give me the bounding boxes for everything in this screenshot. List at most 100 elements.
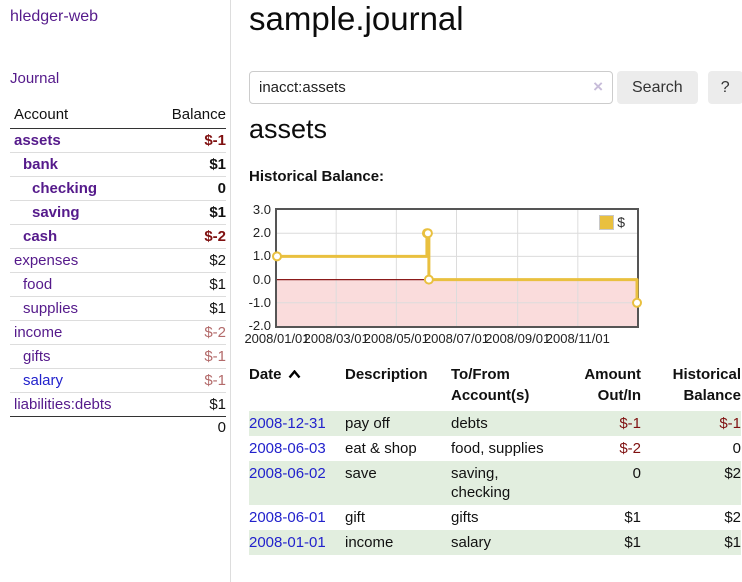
x-axis-tick-label: 2008/05/01 [363,331,429,346]
account-link[interactable]: checking [32,180,98,197]
transaction-amount: $-1 [619,415,641,432]
transaction-balance: $1 [724,534,741,551]
y-axis-tick-label: 1.0 [252,248,271,264]
account-balance: $-1 [151,368,226,393]
data-point-marker [422,228,433,239]
account-link[interactable]: cash [23,228,58,245]
register-col-date[interactable]: Date [249,364,345,411]
y-axis-tick-label: -1.0 [248,294,271,310]
y-axis-tick-label: -2.0 [248,318,271,333]
account-balance: 0 [151,176,226,201]
legend-label: $ [617,214,625,230]
accounts-header-balance: Balance [151,103,226,129]
x-axis-tick-label: 2008/07/01 [423,331,490,346]
account-balance: $1 [151,296,226,321]
accounts-total-row: 0 [10,416,226,438]
transaction-tofrom: food, supplies [451,440,544,457]
search-input[interactable] [249,71,613,104]
brand-link[interactable]: hledger-web [10,8,99,25]
page-title: sample.journal [249,0,464,37]
y-axis-tick-label: 3.0 [252,202,271,217]
sort-asc-icon [288,369,300,379]
account-row: salary $-1 [10,368,226,393]
register-table: Date Description To/From Account(s) Amount Ou… [249,364,741,555]
register-col-amount: Amount Out/In [584,366,641,404]
y-axis-tick-label: 0.0 [252,271,271,287]
transaction-balance: $2 [724,509,741,526]
account-balance: $1 [151,200,226,225]
data-point-marker [272,251,282,262]
transaction-amount: $1 [624,509,641,526]
clear-search-icon[interactable]: × [593,77,603,96]
account-link[interactable]: expenses [14,252,79,269]
account-balance: $2 [151,248,226,273]
account-balance: $-1 [151,128,226,153]
chart-canvas [272,210,642,326]
account-row: expenses $2 [10,248,226,273]
account-balance: $-1 [151,344,226,369]
transaction-description: gift [345,509,366,526]
accounts-table: Account Balance assets $-1 bank $1 checking 0… [10,103,226,438]
transaction-date-link[interactable]: 2008-01-01 [249,534,326,551]
account-link[interactable]: bank [23,156,59,173]
account-row: cash $-2 [10,224,226,249]
transaction-amount: $1 [624,534,641,551]
account-link[interactable]: food [23,276,53,293]
x-axis-tick-label: 2008/01/01 [244,331,310,346]
transaction-row: 2008-01-01 income salary $1 $1 [249,530,741,555]
account-link[interactable]: gifts [23,348,51,365]
register-table-body: 2008-12-31 pay off debts $-1 $-1 2008-06-03 ea… [249,411,741,555]
account-link[interactable]: supplies [23,300,79,317]
balance-chart: $ 3.0 2.0 1.0 0.0 -1.0 -2.0 2008/01/01 2008/03/… [241,200,741,358]
x-axis-tick-label: 2008/09/01 [485,331,551,346]
transaction-row: 2008-12-31 pay off debts $-1 $-1 [249,411,741,436]
transaction-tofrom: debts [451,415,488,432]
legend-swatch-icon [599,214,615,230]
transaction-date-link[interactable]: 2008-12-31 [249,415,326,432]
accounts-total-value: 0 [151,416,226,438]
account-row: gifts $-1 [10,344,226,369]
account-link[interactable]: income [14,324,63,341]
account-link[interactable]: salary [23,372,64,389]
nav-journal-link[interactable]: Journal [10,70,60,87]
account-row: income $-2 [10,320,226,345]
register-col-tofrom: To/From Account(s) [451,366,530,404]
account-balance: $-2 [151,224,226,249]
register-col-description: Description [345,366,428,383]
x-axis-tick-label: 2008/03/01 [303,331,369,346]
account-balance: $1 [151,152,226,177]
accounts-header-account: Account [10,103,151,129]
account-balance: $1 [151,392,226,417]
transaction-tofrom: gifts [451,509,479,526]
transaction-balance: 0 [732,440,741,457]
account-row: assets $-1 [10,128,226,153]
chart-title: Historical Balance: [249,168,385,185]
chart-plot-area: $ [272,208,642,328]
transaction-row: 2008-06-01 gift gifts $1 $2 [249,505,741,530]
account-balance: $-2 [151,320,226,345]
transaction-date-link[interactable]: 2008-06-03 [249,440,326,457]
account-row: checking 0 [10,176,226,201]
transaction-date-link[interactable]: 2008-06-01 [249,509,326,526]
account-row: saving $1 [10,200,226,225]
search-button[interactable]: Search [617,71,698,104]
account-link[interactable]: saving [32,204,80,221]
y-axis-tick-label: 2.0 [252,225,271,241]
search-help-button[interactable]: ? [707,71,742,104]
chart-legend: $ [599,214,625,230]
register-table-head: Date Description To/From Account(s) Amount Ou… [249,364,741,411]
transaction-date-link[interactable]: 2008-06-02 [249,465,326,482]
register-header-row: Date Description To/From Account(s) Amount Ou… [249,364,741,411]
account-row: liabilities:debts $1 [10,392,226,417]
search-input-wrap: × [249,71,613,104]
transaction-amount: 0 [632,465,641,482]
transaction-balance: $-1 [719,415,741,432]
account-title: assets [249,114,328,144]
account-link[interactable]: liabilities:debts [14,396,112,413]
transaction-amount: $-2 [619,440,641,457]
transaction-description: eat & shop [345,440,417,457]
transaction-row: 2008-06-02 save saving, checking 0 $2 [249,461,741,505]
account-link[interactable]: assets [14,132,61,149]
accounts-header-row: Account Balance [10,103,226,129]
accounts-table-body: assets $-1 bank $1 checking 0 saving $1 cash $-2 e… [10,128,226,417]
